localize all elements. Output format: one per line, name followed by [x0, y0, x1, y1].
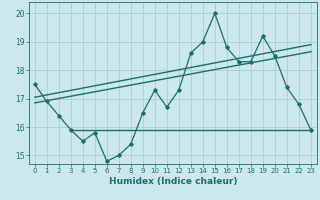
X-axis label: Humidex (Indice chaleur): Humidex (Indice chaleur) — [108, 177, 237, 186]
